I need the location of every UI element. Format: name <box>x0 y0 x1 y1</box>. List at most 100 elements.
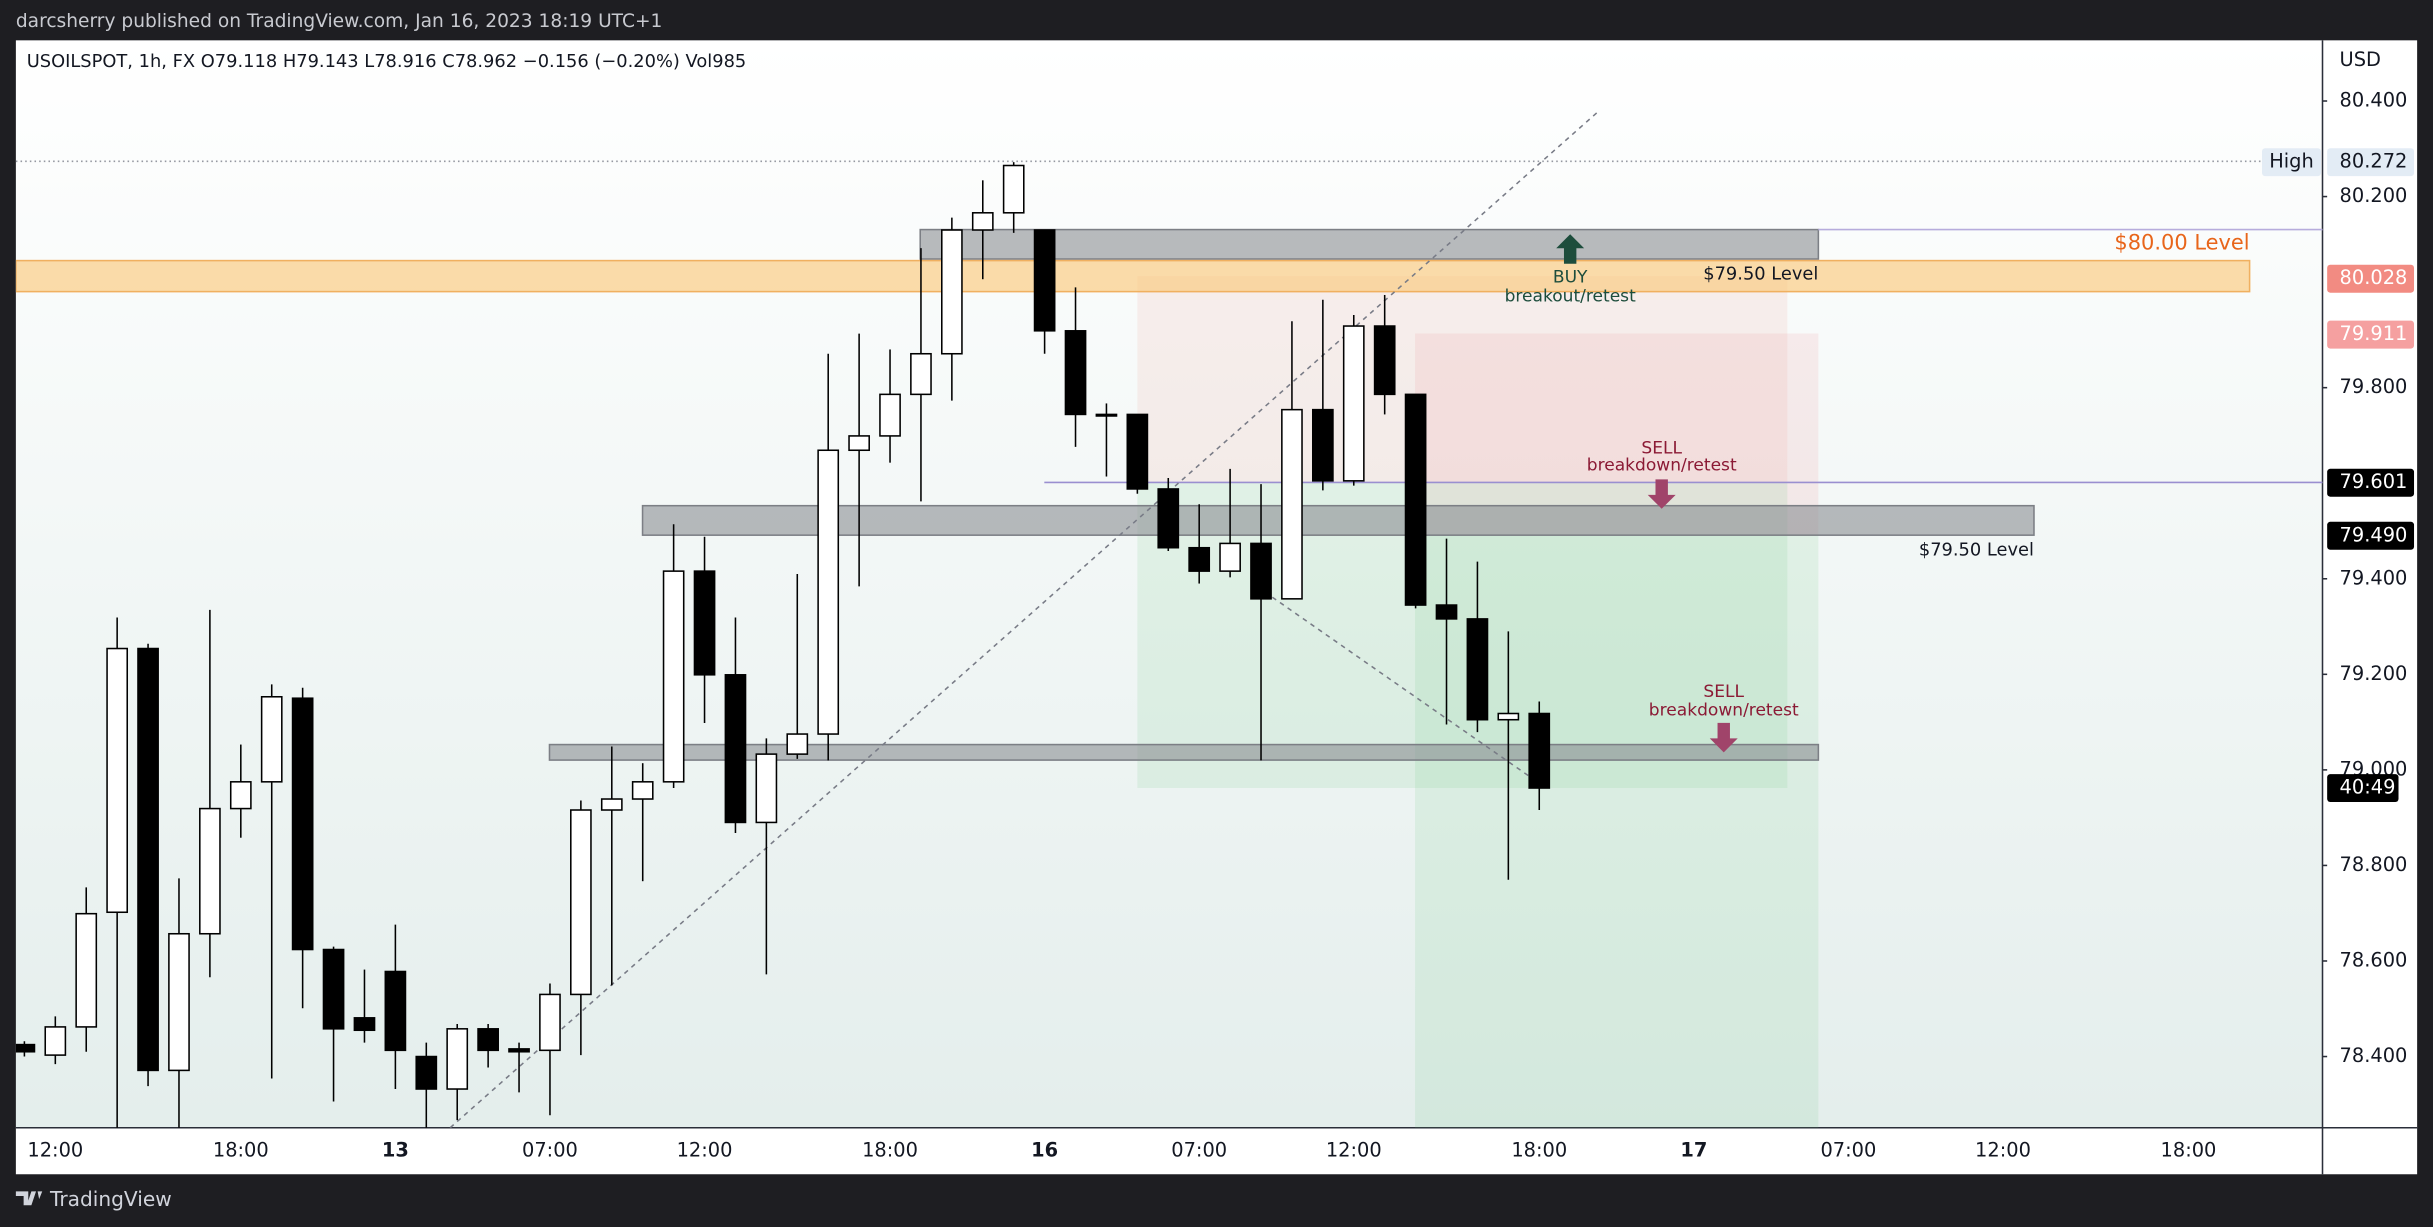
zone <box>15 259 2251 293</box>
candle-body <box>724 674 747 824</box>
y-tick-label: 78.600 <box>2340 948 2408 971</box>
price-axis <box>2322 40 2418 1175</box>
candle-body <box>15 1043 36 1053</box>
x-tick-label: 12:00 <box>677 1138 733 1161</box>
candle-body <box>1281 408 1303 600</box>
x-tick-label: 13 <box>382 1138 409 1161</box>
candle-body <box>1219 542 1241 572</box>
candle-body <box>353 1017 376 1032</box>
price-label-bg <box>2327 264 2415 293</box>
candle-body <box>322 948 345 1030</box>
candle-body <box>1188 546 1211 572</box>
candle-body <box>1373 325 1396 396</box>
candle-body <box>1157 488 1180 549</box>
currency: USD <box>2340 48 2381 71</box>
price-label: 80.028 <box>2340 266 2408 289</box>
footer: TradingView <box>49 1187 172 1211</box>
candles <box>15 162 1551 1128</box>
y-tick-label: 80.200 <box>2340 184 2408 207</box>
x-tick-label: 18:00 <box>862 1138 918 1161</box>
header: darcsherry published on TradingView.com,… <box>16 11 663 32</box>
price-label-bg <box>2327 320 2415 349</box>
price-label-bg <box>2327 148 2415 177</box>
price-label: 79.911 <box>2340 322 2408 345</box>
candle-body <box>229 781 252 810</box>
candle-body <box>291 697 314 951</box>
drawings <box>15 111 2323 1128</box>
price-label-bg <box>2327 521 2415 550</box>
candle-body <box>570 809 592 996</box>
candle-body <box>1002 164 1025 214</box>
candle-body <box>415 1055 438 1090</box>
candle-body <box>199 807 221 935</box>
candle-body <box>693 570 716 676</box>
candle-body <box>786 733 809 755</box>
candle-body <box>539 993 561 1052</box>
candle-body <box>848 435 870 452</box>
candle-body <box>1466 618 1489 721</box>
candle-body <box>1064 330 1087 416</box>
candle-body <box>384 970 407 1052</box>
y-tick-label: 79.200 <box>2340 662 2408 685</box>
candle-body <box>137 647 159 1072</box>
candle-body <box>631 781 654 800</box>
y-tick-label: 79.400 <box>2340 566 2408 589</box>
price-label: 80.272 <box>2340 150 2408 173</box>
sell-arrow <box>1647 479 1676 509</box>
y-tick-label: 79.800 <box>2340 375 2408 398</box>
price-label: 79.490 <box>2340 523 2408 546</box>
x-tick-label: 07:00 <box>1820 1138 1876 1161</box>
annotation: breakout/retest <box>1505 286 1636 306</box>
y-tick-label: 78.400 <box>2340 1044 2408 1067</box>
candle-body <box>1497 712 1520 721</box>
risk-zone <box>1415 333 1819 536</box>
x-tick-label: 12:00 <box>1326 1138 1382 1161</box>
annotation: $79.50 Level <box>1703 264 1818 285</box>
x-tick-label: 17 <box>1680 1138 1707 1161</box>
x-tick-label: 18:00 <box>1511 1138 1567 1161</box>
x-tick-label: 18:00 <box>213 1138 269 1161</box>
candle-body <box>106 647 129 914</box>
high-tag: High <box>2269 150 2314 173</box>
candle-body <box>477 1028 499 1052</box>
candle-body <box>879 393 901 437</box>
price-label-bg <box>2327 468 2415 497</box>
x-tick-label: 12:00 <box>27 1138 83 1161</box>
plot-area <box>15 40 2323 1128</box>
candle-body <box>910 352 932 396</box>
zone <box>919 228 1820 260</box>
candle-body <box>260 696 283 783</box>
high-tag-bg <box>2262 148 2321 177</box>
candle-body <box>1528 712 1551 789</box>
candle-body <box>1095 413 1118 417</box>
x-tick-label: 12:00 <box>1975 1138 2031 1161</box>
countdown: 40:49 <box>2340 776 2396 799</box>
candle-body <box>755 753 778 824</box>
candle-body <box>941 229 963 355</box>
price-label: 79.601 <box>2340 470 2408 493</box>
y-tick-label: 80.400 <box>2340 89 2408 112</box>
countdown-bg <box>2327 774 2399 802</box>
x-tick-label: 18:00 <box>2161 1138 2217 1161</box>
candle-body <box>1342 325 1365 482</box>
candle-body <box>662 570 685 783</box>
candle-body <box>1311 408 1334 482</box>
buy-arrow <box>1556 234 1585 264</box>
candle-body <box>1250 542 1272 600</box>
zone <box>548 743 1820 761</box>
candle-body <box>44 1026 67 1056</box>
annotation: $79.50 Level <box>1919 540 2034 561</box>
candle-body <box>168 932 190 1072</box>
annotation: breakdown/retest <box>1649 700 1799 720</box>
zone <box>641 504 2035 536</box>
candle-body <box>75 912 98 1028</box>
candle-body <box>1404 393 1427 606</box>
x-tick-label: 07:00 <box>522 1138 578 1161</box>
candle-body <box>1126 413 1149 490</box>
annotation: SELL <box>1703 682 1744 702</box>
candle-body <box>971 212 994 231</box>
candle-body <box>817 449 840 735</box>
trend-line <box>449 111 1599 1128</box>
